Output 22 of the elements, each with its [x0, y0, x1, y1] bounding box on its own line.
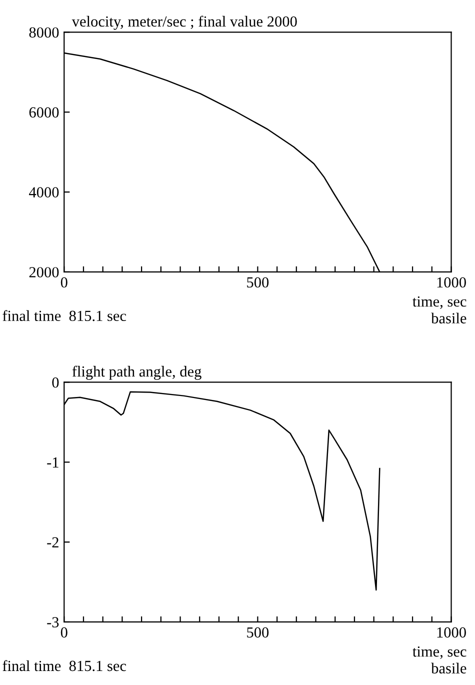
text: final time 815.1 sec: [2, 660, 126, 672]
y-tick-label: 2000: [29, 267, 59, 278]
chart-title: flight path angle, deg: [72, 366, 202, 380]
x-tick-label: 1000: [437, 627, 466, 638]
x-axis-title: time, sec: [412, 296, 466, 309]
x-tick-label: 0: [60, 277, 68, 288]
text: basile: [431, 312, 466, 324]
x-tick-label: 1000: [437, 277, 466, 288]
x-tick-label: 500: [247, 277, 269, 288]
y-tick-label: 8000: [29, 27, 59, 38]
y-tick-label: -2: [47, 537, 58, 548]
y-tick-label: -3: [47, 617, 59, 628]
y-tick-label: 0: [52, 377, 59, 388]
x-tick-label: 500: [247, 627, 269, 638]
chart-title: velocity, meter/sec ; final value 2000: [72, 16, 297, 30]
y-tick-label: -1: [47, 457, 58, 468]
x-axis-title: time, sec: [412, 646, 466, 659]
y-tick-label: 4000: [29, 187, 59, 198]
x-tick-label: 0: [60, 627, 68, 638]
text: basile: [431, 662, 466, 674]
y-tick-label: 6000: [29, 107, 59, 118]
text: final time 815.1 sec: [2, 310, 126, 322]
